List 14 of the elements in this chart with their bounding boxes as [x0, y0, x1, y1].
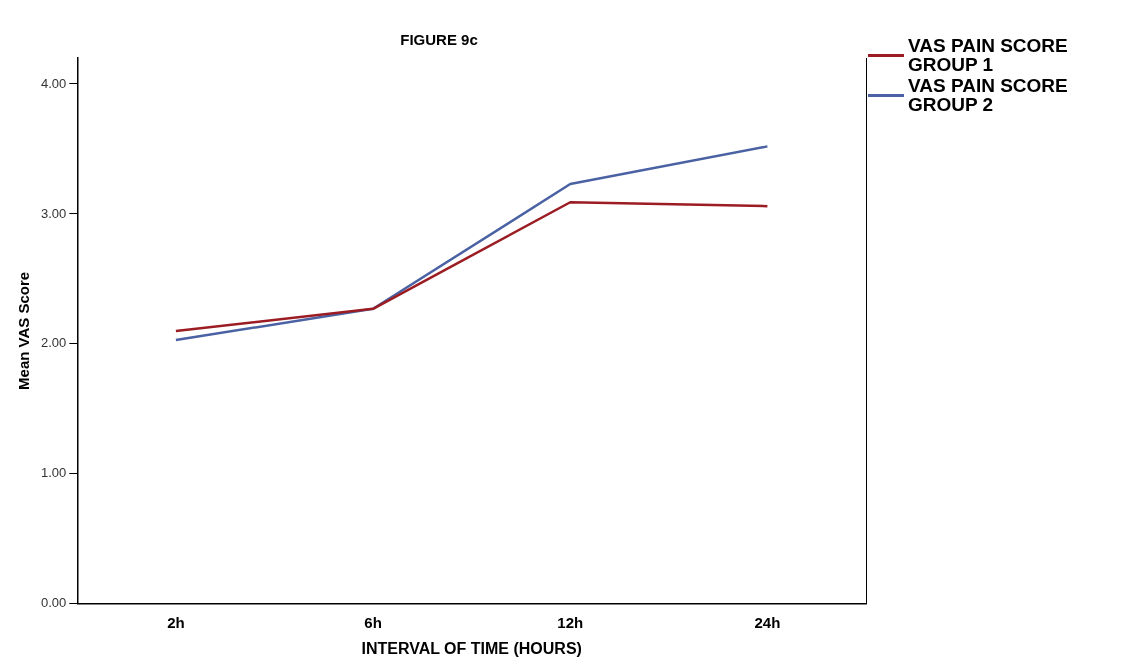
- legend-label: VAS PAIN SCORE GROUP 2: [908, 75, 1069, 115]
- x-tick-label: 12h: [557, 613, 584, 631]
- y-tick-label: 3.00: [40, 205, 67, 221]
- y-tick-label: 4.00: [40, 75, 67, 91]
- y-axis-title: Mean VAS Score: [15, 271, 33, 390]
- y-tick-label: 1.00: [40, 465, 67, 481]
- x-tick-label: 24h: [754, 613, 781, 631]
- x-axis-title: INTERVAL OF TIME (HOURS): [361, 639, 582, 657]
- y-tick-label: 2.00: [40, 335, 67, 351]
- y-tick-label: 0.00: [40, 595, 67, 611]
- x-tick-label: 6h: [364, 613, 382, 631]
- x-tick-label: 2h: [167, 613, 185, 631]
- legend-label: VAS PAIN SCORE GROUP 1: [908, 35, 1069, 75]
- chart-title: FIGURE 9c: [400, 31, 478, 49]
